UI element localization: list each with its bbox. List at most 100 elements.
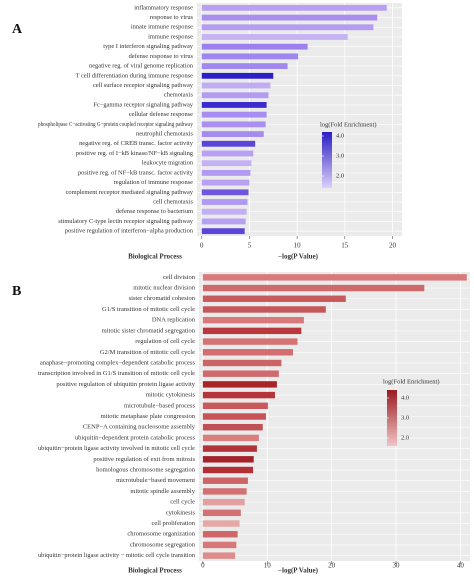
y-tick-label: microtubule−based movement xyxy=(116,477,195,484)
x-tick-label: 0 xyxy=(201,562,205,570)
bar xyxy=(202,423,263,431)
bar xyxy=(201,150,254,157)
y-tick-label: anaphase−promoting complex−dependent cat… xyxy=(40,359,196,366)
bar xyxy=(202,370,279,377)
y-tick-label: phospholipase C−activating G−protein cou… xyxy=(38,121,194,128)
bar xyxy=(202,413,266,420)
bar xyxy=(201,92,269,99)
bar xyxy=(202,338,298,345)
x-tick-label: 0 xyxy=(200,242,204,250)
y-tick-label: negative reg. of CREB transc. factor act… xyxy=(79,140,194,147)
bar xyxy=(202,466,254,474)
y-tick-label: homologous chromosome segregation xyxy=(96,467,196,474)
bar xyxy=(201,218,246,225)
colorbar-tick-label: 4.0 xyxy=(336,132,344,139)
y-tick-label: complement receptor mediated signaling p… xyxy=(66,189,194,196)
legend-title: log(Fold Enrichment) xyxy=(320,121,377,128)
x-tick-label: 5 xyxy=(248,242,252,250)
y-tick-label: sister chromatid cohesion xyxy=(129,295,196,302)
bar xyxy=(202,381,277,388)
y-tick-label: positive regulation of ubiquitin protein… xyxy=(56,381,195,388)
x-tick-label: 20 xyxy=(389,242,397,250)
y-tick-label: cell proliferation xyxy=(152,520,196,527)
x-tick-label: 30 xyxy=(392,562,400,570)
x-tick-label: 15 xyxy=(341,242,349,250)
y-tick-label: defense response to virus xyxy=(129,53,194,60)
bar xyxy=(201,228,245,235)
bar xyxy=(201,131,264,137)
bar xyxy=(202,445,257,452)
y-tick-label: inflammatory response xyxy=(134,4,193,11)
y-tick-label: chemotaxis xyxy=(164,92,194,99)
y-tick-label: cell division xyxy=(163,274,196,281)
y-tick-label: Fc−gamma receptor signaling pathway xyxy=(93,101,193,108)
bar xyxy=(201,160,252,167)
bar xyxy=(201,179,250,186)
colorbar-tick-label: 4.0 xyxy=(401,394,409,401)
bar xyxy=(202,391,275,399)
colorbar-tick-label: 2.0 xyxy=(401,434,409,441)
y-tick-label: G1/S transition of mitotic cell cycle xyxy=(102,306,195,313)
x-tick-label: 10 xyxy=(264,562,272,570)
y-tick-label: defense response to bacterium xyxy=(116,208,193,215)
bar xyxy=(201,199,248,205)
bar xyxy=(202,359,282,367)
x-tick-label: 10 xyxy=(294,242,302,250)
y-axis-title: Biological Process xyxy=(128,567,182,575)
y-tick-label: regulation of immune response xyxy=(114,179,193,186)
y-tick-label: neutrophil chemotaxis xyxy=(136,131,193,138)
bar xyxy=(202,316,304,324)
y-tick-label: CENP−A containing nucleosome assembly xyxy=(83,424,196,431)
y-tick-label: response to virus xyxy=(150,14,194,21)
bar xyxy=(201,140,256,147)
panel-label: A xyxy=(12,22,23,37)
y-tick-label: positive reg. of I−kB kinase/NF−kB signa… xyxy=(76,150,194,157)
bar xyxy=(201,169,251,176)
bar xyxy=(202,349,293,356)
bar xyxy=(202,552,236,559)
bar xyxy=(202,509,241,517)
x-axis-title: −log(P Value) xyxy=(278,253,319,261)
legend-title: log(Fold Enrichment) xyxy=(383,378,440,385)
bar xyxy=(202,531,238,538)
y-tick-label: cell cycle xyxy=(170,499,195,506)
colorbar-tick-label: 2.0 xyxy=(336,172,344,179)
bar xyxy=(202,488,247,495)
bar xyxy=(201,72,274,79)
bar xyxy=(202,274,467,281)
bar xyxy=(201,4,387,11)
y-axis-title: Biological Process xyxy=(128,253,182,261)
y-tick-label: regulation of cell cycle xyxy=(135,338,195,345)
y-tick-label: positive regulation of interferon−alpha … xyxy=(65,228,194,235)
y-tick-label: ubiquitin−protein ligase activity − mito… xyxy=(38,552,196,559)
y-tick-label: cell surface receptor signaling pathway xyxy=(93,82,194,89)
colorbar-tick-label: 3.0 xyxy=(401,414,409,421)
y-tick-label: transcription involved in G1/S transitio… xyxy=(38,370,195,377)
colorbar xyxy=(387,390,397,446)
bar xyxy=(201,102,267,108)
bar xyxy=(201,208,247,215)
bar xyxy=(202,284,425,292)
bar xyxy=(202,498,245,506)
bar xyxy=(202,520,240,527)
bar xyxy=(202,477,248,484)
bar xyxy=(201,111,267,118)
colorbar xyxy=(322,132,332,188)
bar xyxy=(201,14,378,21)
bar xyxy=(201,63,288,70)
y-tick-label: immune response xyxy=(148,33,193,40)
bar xyxy=(202,541,237,549)
y-tick-label: T cell differentiation during immune res… xyxy=(76,72,194,79)
y-tick-label: negative reg. of viral genome replicatio… xyxy=(89,63,194,70)
bar xyxy=(201,24,374,31)
y-tick-label: type I interferon signaling pathway xyxy=(103,43,194,50)
panel-label: B xyxy=(12,284,21,299)
y-tick-label: chromosome segregation xyxy=(130,541,196,548)
bar xyxy=(201,189,249,196)
y-tick-label: mitotic sister chromatid segregation xyxy=(102,327,196,334)
bar xyxy=(202,434,259,442)
bar xyxy=(202,456,254,463)
bar xyxy=(202,306,326,313)
y-tick-label: ubiquitin−protein ligase activity involv… xyxy=(38,445,195,452)
